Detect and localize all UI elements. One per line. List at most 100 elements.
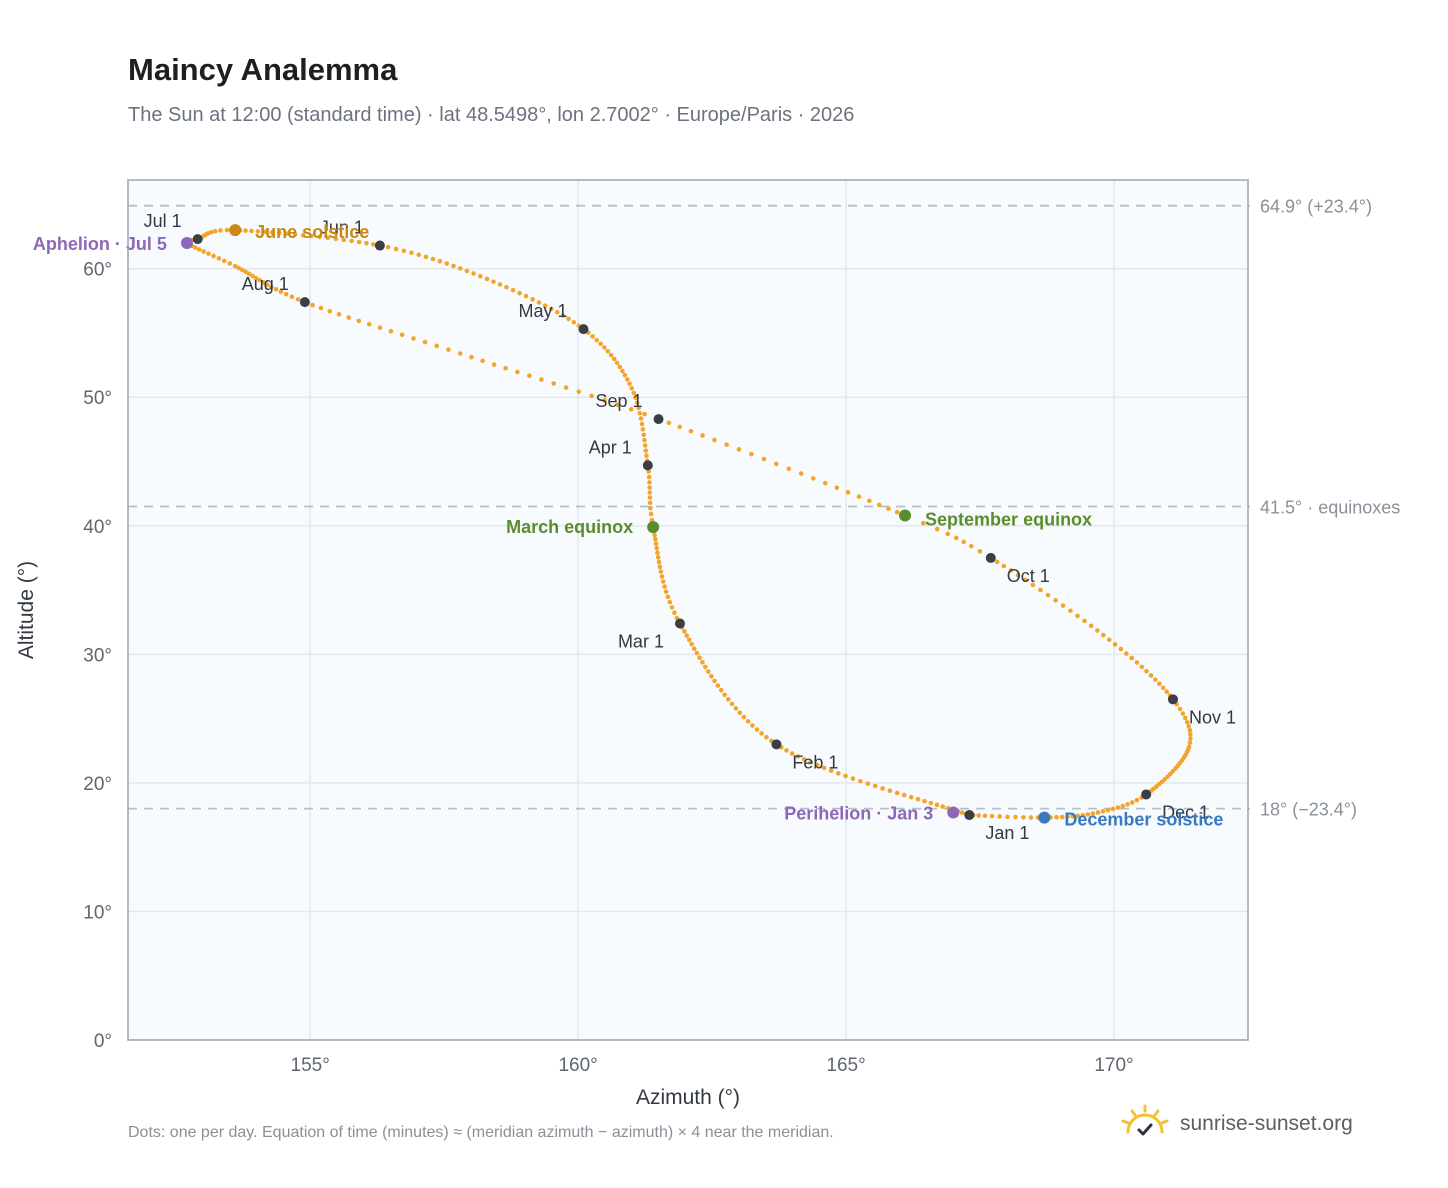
month-marker bbox=[374, 240, 385, 251]
day-dot bbox=[1110, 806, 1116, 812]
day-dot bbox=[660, 579, 666, 584]
day-dot bbox=[1068, 608, 1073, 614]
day-dot bbox=[691, 646, 697, 651]
event-label: December solstice bbox=[1064, 810, 1223, 830]
day-dot bbox=[712, 678, 717, 684]
day-dot bbox=[724, 442, 729, 447]
month-marker bbox=[1141, 789, 1152, 800]
day-dot bbox=[1008, 568, 1014, 573]
day-dot bbox=[669, 605, 675, 610]
day-dot bbox=[920, 520, 926, 526]
day-dot bbox=[264, 282, 270, 287]
day-dot bbox=[399, 332, 405, 338]
day-dot bbox=[628, 407, 634, 412]
day-dot bbox=[542, 303, 548, 308]
day-dot bbox=[1015, 572, 1021, 578]
day-dot bbox=[642, 411, 648, 417]
day-dot bbox=[634, 400, 640, 406]
day-dot bbox=[615, 402, 621, 407]
day-dot bbox=[843, 773, 848, 779]
event-marker bbox=[899, 509, 912, 522]
day-dot bbox=[880, 786, 885, 791]
month-marker bbox=[964, 810, 975, 821]
month-label: Oct 1 bbox=[1007, 566, 1050, 586]
day-dot bbox=[227, 261, 233, 266]
event-label: June solstice bbox=[255, 222, 369, 242]
day-dot bbox=[243, 269, 248, 275]
day-dot bbox=[576, 389, 582, 394]
day-dot bbox=[416, 252, 422, 258]
day-dot bbox=[300, 232, 306, 238]
day-dot bbox=[530, 296, 535, 302]
day-dot bbox=[262, 229, 267, 235]
day-dot bbox=[469, 354, 474, 360]
day-dot bbox=[594, 337, 600, 343]
day-dot bbox=[997, 814, 1002, 819]
day-dot bbox=[658, 569, 664, 574]
day-dot bbox=[808, 759, 813, 765]
day-dot bbox=[629, 385, 635, 391]
day-dot bbox=[655, 550, 660, 555]
day-dot bbox=[1075, 613, 1080, 619]
day-dot bbox=[784, 748, 789, 753]
day-dot bbox=[686, 637, 692, 643]
event-markers: March equinox September equinox June solst… bbox=[33, 222, 1224, 829]
day-dot bbox=[801, 757, 807, 762]
day-dot bbox=[333, 236, 339, 242]
day-dot bbox=[1065, 814, 1070, 820]
day-dot bbox=[1023, 577, 1028, 583]
day-dot bbox=[786, 466, 792, 472]
day-dot bbox=[589, 393, 594, 399]
day-dot bbox=[566, 316, 571, 322]
day-dot bbox=[269, 284, 274, 290]
day-dot bbox=[283, 291, 289, 297]
day-dot bbox=[246, 271, 252, 277]
reference-line-label: 64.9° (+23.4°) bbox=[1260, 197, 1372, 217]
page-title: Maincy Analemma bbox=[128, 52, 398, 87]
month-label: Mar 1 bbox=[618, 631, 664, 651]
day-dot bbox=[836, 771, 841, 776]
day-dot bbox=[915, 796, 921, 802]
day-dot bbox=[1139, 664, 1145, 670]
day-dot bbox=[908, 794, 914, 800]
day-dot bbox=[318, 305, 324, 311]
day-dot bbox=[887, 788, 893, 794]
day-dot bbox=[663, 589, 669, 594]
day-dot bbox=[451, 263, 456, 269]
y-tick-label: 50° bbox=[83, 388, 112, 409]
day-dot bbox=[278, 289, 284, 295]
day-dot bbox=[549, 306, 554, 312]
day-dot bbox=[444, 261, 450, 266]
day-dot bbox=[856, 494, 862, 499]
day-dot bbox=[736, 447, 742, 452]
day-dot bbox=[192, 245, 198, 250]
event-label: Aphelion · Jul 5 bbox=[33, 234, 167, 254]
day-dot bbox=[1134, 797, 1140, 803]
day-dot bbox=[876, 502, 882, 508]
day-dot bbox=[480, 358, 485, 364]
day-dot bbox=[1164, 689, 1170, 695]
footnote: Dots: one per day. Equation of time (min… bbox=[128, 1124, 834, 1141]
month-marker bbox=[674, 618, 685, 629]
day-dot bbox=[1182, 715, 1188, 721]
day-dot bbox=[437, 258, 443, 264]
day-dot bbox=[814, 762, 820, 768]
day-dot bbox=[647, 480, 652, 485]
day-dot bbox=[976, 813, 982, 818]
day-dot bbox=[1045, 592, 1051, 598]
day-dot bbox=[212, 228, 218, 234]
day-dot bbox=[1144, 668, 1149, 674]
event-label: Perihelion · Jan 3 bbox=[784, 803, 933, 823]
day-dot bbox=[657, 564, 663, 570]
day-dot bbox=[222, 258, 227, 264]
day-dot bbox=[1153, 677, 1158, 682]
day-dot bbox=[504, 284, 509, 290]
day-dot bbox=[1070, 814, 1076, 819]
day-dot bbox=[821, 765, 827, 771]
day-dot bbox=[850, 776, 856, 781]
day-dot bbox=[688, 428, 694, 434]
brand-logo[interactable]: sunrise-sunset.org bbox=[1120, 1100, 1353, 1148]
event-marker bbox=[180, 236, 193, 249]
brand-name: sunrise-sunset.org bbox=[1180, 1112, 1353, 1135]
day-dot bbox=[700, 659, 705, 665]
